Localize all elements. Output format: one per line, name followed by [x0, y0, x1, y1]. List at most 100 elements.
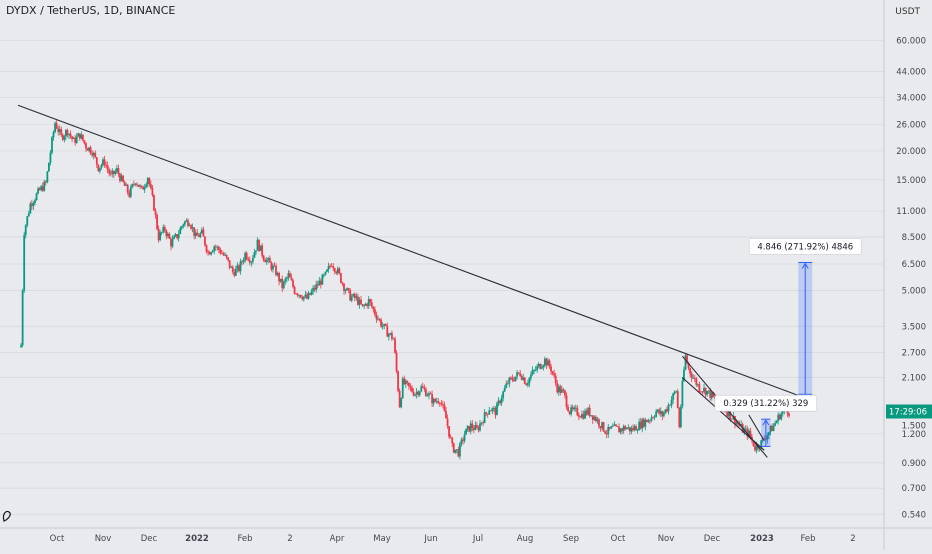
candle-body [378, 319, 381, 320]
candle-body [31, 203, 33, 206]
time-tick-label: 2 [287, 534, 292, 544]
candle-body [329, 265, 332, 267]
candle-body [514, 376, 517, 382]
candle-body [259, 245, 262, 251]
candle-body [743, 429, 746, 433]
candle-body [357, 296, 359, 305]
candle-body [292, 280, 294, 287]
candle-body [710, 392, 713, 399]
drawings[interactable]: 4.846 (271.92%) 4846 0.329 (31.22%) 329 [17, 104, 862, 458]
candle-body [452, 443, 455, 453]
candle-body [613, 424, 616, 426]
candle-body [187, 220, 189, 226]
candle-body [338, 268, 341, 274]
trendline[interactable] [748, 414, 765, 442]
candle-body [363, 305, 366, 307]
candle-body [335, 271, 338, 274]
candle-body [126, 184, 129, 193]
candle-body [655, 411, 658, 417]
candle-body [193, 227, 196, 236]
candle-body [551, 371, 554, 374]
candle-body [112, 170, 115, 174]
price-tick-label: 15.000 [896, 176, 926, 186]
candle-body [105, 165, 107, 166]
time-tick-label: May [373, 534, 391, 544]
candle-body [519, 373, 522, 376]
candle-body [734, 416, 736, 425]
candle-body [375, 314, 378, 320]
candle-body [434, 399, 437, 402]
candle-body [66, 130, 69, 136]
candle-body [420, 386, 423, 392]
candle-body [730, 418, 733, 420]
candle-body [347, 288, 350, 290]
candle-body [746, 428, 749, 437]
trendline[interactable] [17, 104, 808, 400]
time-axis[interactable]: Oct Nov Dec 2022 Feb 2 Apr May Jun Jul Aug Sep Oct No… [50, 534, 856, 544]
candle-body [537, 363, 540, 367]
candle-body [727, 410, 730, 417]
candle-body [370, 302, 373, 307]
candle-body [157, 228, 160, 241]
trendline[interactable] [682, 377, 765, 451]
candle-body [479, 423, 481, 431]
candle-body [449, 436, 452, 438]
candle-body [619, 428, 622, 433]
candle-body [381, 325, 384, 327]
candle-body [401, 378, 404, 399]
candle-body [103, 159, 106, 166]
candle-body [146, 178, 149, 185]
candle-body [245, 252, 248, 259]
candle-body [139, 185, 141, 187]
candle-body [168, 233, 171, 239]
candle-body [429, 393, 432, 395]
candle-body [488, 410, 491, 415]
candle-body [486, 413, 489, 415]
candle-body [763, 438, 766, 440]
price-axis[interactable]: 60.000 44.000 34.000 26.000 20.000 15.000 11.0… [896, 36, 926, 520]
candle-body [472, 428, 475, 431]
candle-body [142, 186, 145, 190]
candle-body [425, 389, 427, 397]
symbol-title[interactable]: DYDX / TetherUS, 1D, BINANCE [6, 4, 176, 17]
candle-body [34, 200, 36, 204]
candle-body [415, 391, 418, 395]
price-tick-label: 2.100 [902, 374, 926, 384]
candle-body [83, 140, 86, 144]
candle-body [540, 367, 543, 369]
candle-body [652, 417, 654, 419]
candle-body [132, 184, 135, 185]
candle-body [621, 428, 624, 431]
candle-body [587, 407, 590, 415]
candle-body [494, 407, 497, 416]
candle-body [391, 333, 393, 339]
candle-body [754, 446, 756, 451]
candle-body [700, 391, 702, 393]
candle-body [46, 171, 49, 183]
candle-body [451, 437, 454, 444]
candle-body [632, 428, 634, 431]
candle-body [591, 415, 594, 420]
candle-body [483, 412, 486, 423]
candle-body [176, 234, 179, 239]
candle-body [37, 188, 39, 194]
candle-body [435, 401, 438, 402]
candle-body [174, 234, 177, 237]
candle-body [160, 232, 163, 234]
price-axis-unit: USDT [895, 7, 920, 17]
candle-body [400, 398, 403, 408]
time-tick-label: Jul [472, 534, 483, 544]
candle-body [644, 419, 647, 427]
candle-body [272, 265, 274, 270]
candle-body [460, 439, 463, 444]
candle-body [151, 188, 154, 196]
price-tick-label: 6.500 [902, 260, 926, 270]
candle-body [622, 426, 625, 431]
candle-body [217, 246, 220, 250]
candle-body [20, 345, 22, 348]
candle-body [584, 410, 586, 419]
candle-body [468, 426, 471, 432]
candle-body [102, 159, 104, 165]
